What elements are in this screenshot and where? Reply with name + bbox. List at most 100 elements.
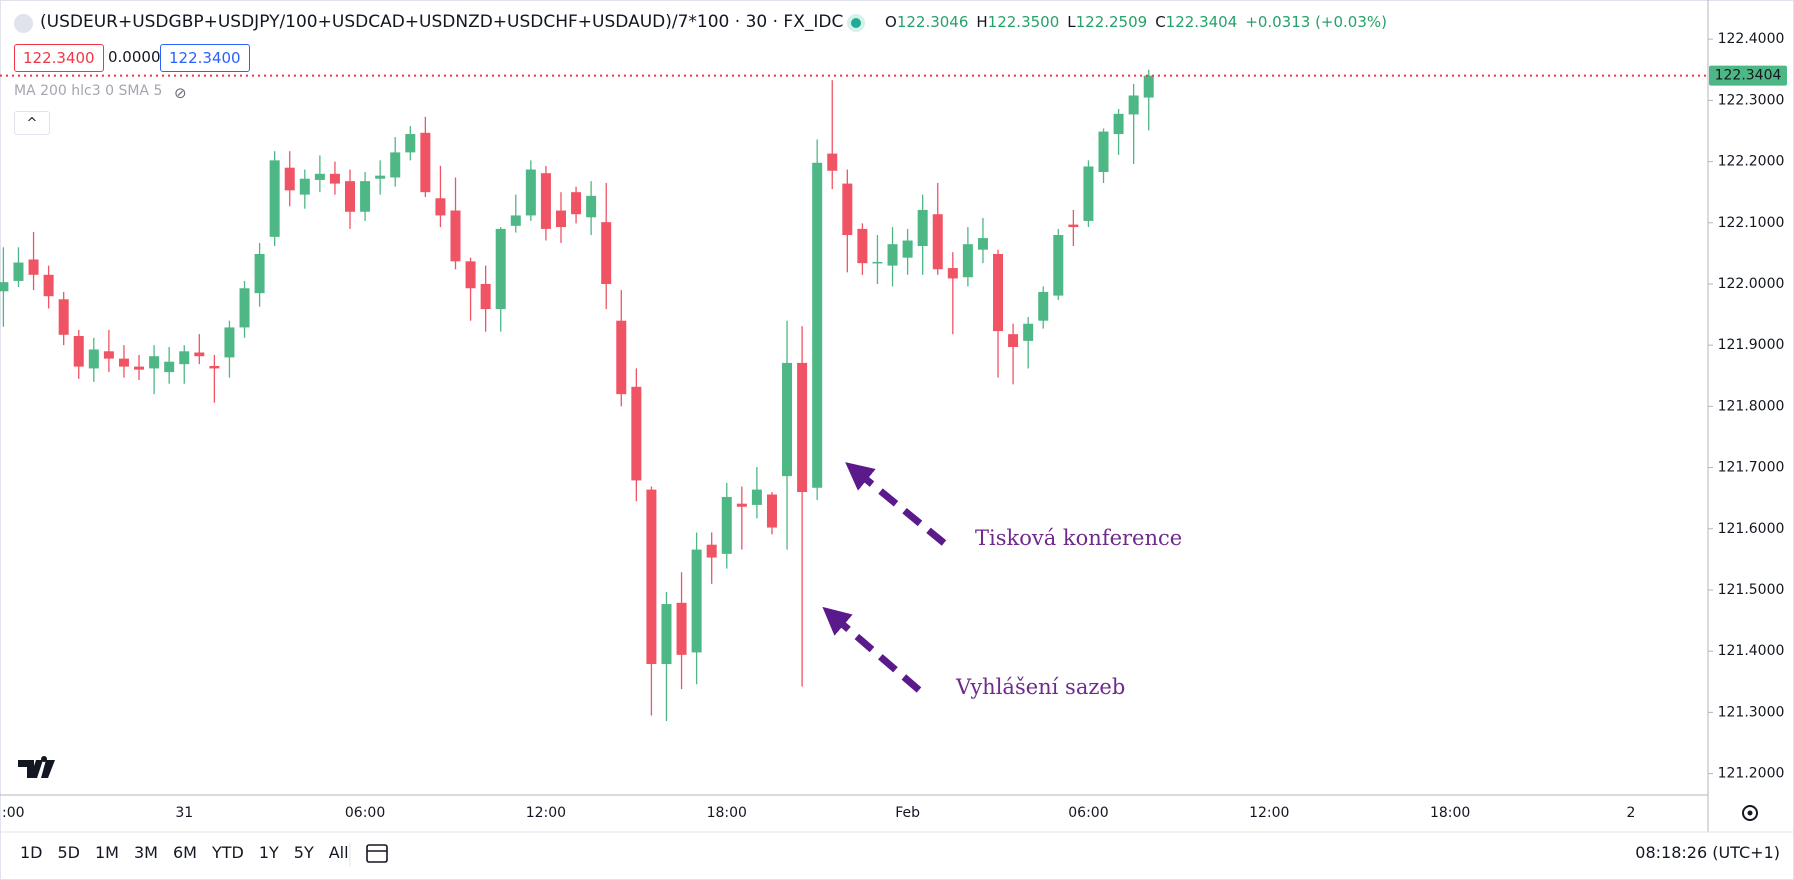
candle-body [1083, 166, 1094, 221]
sell-price[interactable]: 122.3400 [14, 44, 104, 72]
candle-body [857, 228, 868, 264]
candle-body [179, 351, 190, 365]
candle-body [28, 259, 39, 275]
y-tick-label: 121.2000 [1718, 766, 1785, 782]
x-tick-label: 06:00 [1068, 805, 1108, 821]
candle-body [435, 198, 446, 216]
candle-body [465, 261, 476, 289]
candle-body [827, 153, 838, 171]
candle-body [631, 386, 642, 481]
candle-body [661, 604, 672, 665]
candle-body [164, 361, 175, 373]
y-tick-label: 121.9000 [1718, 337, 1785, 353]
ohlc-value: 122.3404 [1165, 13, 1238, 31]
candle-body [872, 261, 883, 264]
candle-body [360, 181, 371, 212]
candle-body [993, 253, 1004, 332]
calendar-icon[interactable] [366, 844, 388, 863]
candle-body [345, 181, 356, 212]
annotation: Vyhlášení sazeb [956, 675, 1126, 699]
y-tick-label: 122.4000 [1718, 31, 1785, 47]
spread: 0.0000 [108, 48, 161, 66]
candle-body [842, 183, 853, 236]
x-tick-label: 12:00 [526, 805, 566, 821]
candle-body [88, 349, 99, 369]
candle-body [134, 366, 145, 370]
range-button[interactable]: All [328, 843, 349, 862]
candle-body [103, 351, 114, 359]
x-tick-label: 18:00 [1430, 805, 1470, 821]
y-tick-label: 121.4000 [1718, 643, 1785, 659]
annotation: Tisková konference [975, 526, 1183, 550]
candle-body [540, 173, 551, 229]
candle-body [887, 244, 898, 266]
range-button[interactable]: 1D [20, 843, 43, 862]
candle-body [118, 358, 129, 367]
symbol-title[interactable]: (USDEUR+USDGBP+USDJPY/100+USDCAD+USDNZD+… [40, 12, 844, 32]
candle-body [932, 214, 943, 270]
y-tick-label: 121.3000 [1718, 704, 1785, 720]
settings-icon[interactable] [1742, 805, 1758, 821]
y-tick-label: 122.0000 [1718, 276, 1785, 292]
ohlc-label: O [885, 13, 897, 31]
candle-body [586, 195, 597, 218]
range-button[interactable]: 5Y [293, 843, 314, 862]
candle-body [254, 253, 265, 294]
range-buttons: 1D 5D 1M 3M 6M YTD 1Y 5Y All [20, 843, 364, 862]
candle-body [43, 274, 54, 297]
x-tick-label: 18:00 [707, 805, 747, 821]
range-button[interactable]: YTD [211, 843, 244, 862]
y-tick-label: 122.2000 [1718, 154, 1785, 170]
x-tick-label: Feb [895, 805, 920, 821]
plot-area: 122.4000 122.3000 122.2000 122.1000 122.0000… [0, 31, 1787, 821]
visibility-icon[interactable]: ⊘ [174, 84, 187, 102]
candle-body [239, 288, 250, 328]
clock: 08:18:26 (UTC+1) [1635, 843, 1780, 862]
candle-body [284, 167, 295, 191]
range-button[interactable]: 5D [57, 843, 81, 862]
candle-body [571, 192, 582, 215]
candle-body [420, 132, 431, 193]
candle-body [299, 178, 310, 195]
range-button[interactable]: 1M [95, 843, 119, 862]
x-tick-label: 31 [175, 805, 193, 821]
candle-body [525, 169, 536, 216]
candle-body [329, 173, 340, 184]
candle-body [1068, 224, 1079, 228]
ohlc-label: L [1067, 13, 1076, 31]
range-button[interactable]: 6M [172, 843, 197, 862]
buy-price[interactable]: 122.3400 [160, 44, 250, 72]
candle-body [797, 362, 808, 493]
y-tick-label: 121.8000 [1718, 398, 1785, 414]
candle-body [375, 175, 386, 179]
ohlc-label: H [976, 13, 988, 31]
range-button[interactable]: 1Y [258, 843, 279, 862]
candle-body [269, 160, 280, 237]
candle-body [917, 209, 928, 247]
y-tick-label: 122.3000 [1718, 92, 1785, 108]
range-button[interactable]: 3M [133, 843, 158, 862]
collapse-button[interactable]: ^ [14, 111, 50, 135]
x-tick-label: :00 [2, 805, 25, 821]
price-tag-label: 122.3404 [1715, 68, 1782, 84]
candle-body [224, 327, 235, 358]
ohlc-legend: O122.3046 H122.3500 L122.2509 C122.3404 +0.0… [885, 13, 1387, 31]
market-status [851, 18, 861, 28]
annotation-arrow [845, 462, 947, 546]
candle-body [0, 282, 9, 292]
candle-body [314, 173, 325, 180]
candle-body [13, 262, 24, 281]
candle-body [616, 320, 627, 395]
ohlc-value: 122.3500 [987, 13, 1060, 31]
candle-body [1128, 95, 1139, 115]
candle-body [1143, 75, 1154, 98]
y-tick-label: 121.6000 [1718, 521, 1785, 537]
ohlc-label: C [1155, 13, 1166, 31]
candle-body [721, 496, 732, 554]
candle-body [977, 238, 988, 250]
indicator-label[interactable]: MA 200 hlc3 0 SMA 5 [14, 83, 163, 99]
symbol-icon [14, 14, 33, 33]
